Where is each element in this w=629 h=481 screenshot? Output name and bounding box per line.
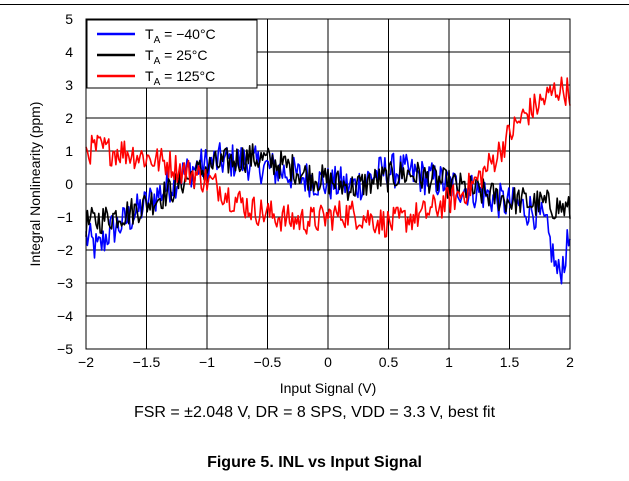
x-tick-labels: −2 −1.5 −1 −0.5 0 0.5 1 1.5 2 [78,354,574,370]
y-tick-label: 5 [65,11,73,27]
legend-entry: TA = 125°C [145,68,215,88]
series-layer [85,76,571,285]
x-tick-label: 0 [324,354,332,370]
x-tick-label: 2 [566,354,574,370]
inl-chart: −2 −1.5 −1 −0.5 0 0.5 1 1.5 2 −5 −4 −3 −2 −1 0 1 2 3 4 5 T… [27,11,574,396]
x-tick-label: −0.5 [254,354,282,370]
top-rule [0,4,629,5]
plot-frame [85,18,571,350]
y-tick-label: 2 [65,110,73,126]
x-tick-label: −1 [199,354,215,370]
y-tick-label: 1 [65,143,73,159]
y-tick-label: −2 [57,242,73,258]
series-line-1 [85,143,571,237]
y-tick-label: −3 [57,275,73,291]
x-tick-label: −2 [78,354,94,370]
x-tick-label: 1.5 [500,354,520,370]
y-tick-label: −1 [57,209,73,225]
legend-entry: TA = 25°C [145,47,207,67]
test-conditions-note: FSR = ±2.048 V, DR = 8 SPS, VDD = 3.3 V,… [133,404,496,421]
y-tick-label: 4 [65,44,73,60]
y-tick-label: 0 [65,176,73,192]
legend: TA = −40°CTA = 25°CTA = 125°C [86,19,258,89]
y-tick-labels: −5 −4 −3 −2 −1 0 1 2 3 4 5 [57,11,73,357]
figure-caption: Figure 5. INL vs Input Signal [207,454,422,471]
y-tick-label: 3 [65,77,73,93]
series-line-2 [85,76,571,238]
y-tick-label: −4 [57,308,73,324]
y-tick-label: −5 [57,341,73,357]
x-tick-label: 0.5 [379,354,399,370]
x-axis-label: Input Signal (V) [280,380,377,396]
x-tick-label: 1 [445,354,453,370]
legend-entry: TA = −40°C [145,26,216,46]
y-axis-label: Integral Nonlinearity (ppm) [27,102,43,267]
x-tick-label: −1.5 [133,354,161,370]
